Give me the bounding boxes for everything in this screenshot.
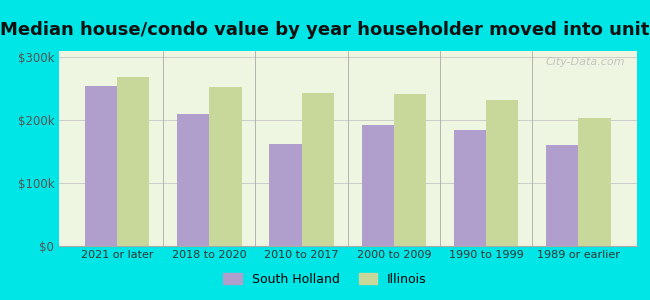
Bar (209, 88, 242, 246)
Bar (546, 146, 578, 246)
Bar (302, 93, 334, 246)
Bar (84, 85, 117, 246)
Text: City-Data.com: City-Data.com (546, 57, 625, 67)
Text: Median house/condo value by year householder moved into unit: Median house/condo value by year househo… (0, 21, 650, 39)
Bar (578, 118, 611, 246)
Bar (177, 114, 209, 246)
Bar (269, 144, 302, 246)
Bar (486, 100, 519, 246)
Bar (117, 77, 150, 246)
Legend: South Holland, Illinois: South Holland, Illinois (218, 268, 432, 291)
Bar (454, 130, 486, 246)
Bar (361, 124, 394, 246)
Bar (394, 94, 426, 246)
